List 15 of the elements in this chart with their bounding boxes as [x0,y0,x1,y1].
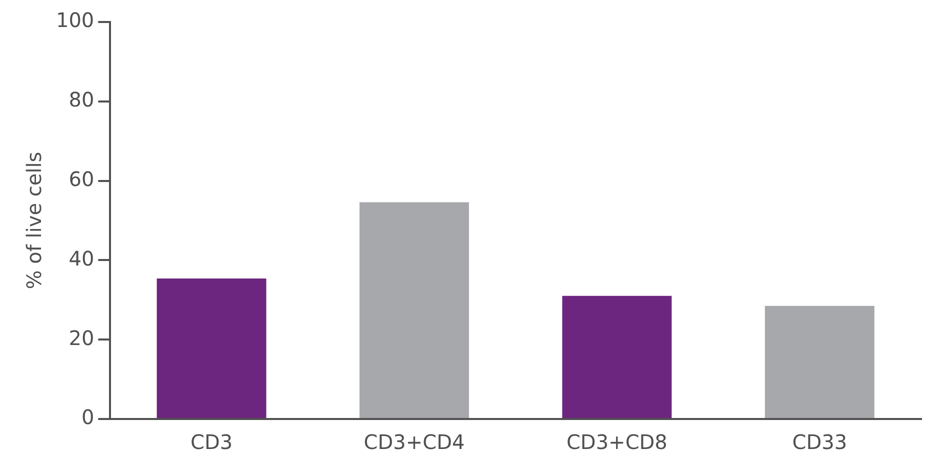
bar [764,306,874,418]
y-tick-label: 80 [68,88,94,112]
y-tick-label: 0 [81,405,94,430]
y-tick-label: 60 [68,167,94,192]
y-tick-label: 40 [68,246,94,270]
x-tick-label: CD3+CD8 [566,430,668,454]
x-tick-label: CD33 [792,430,848,454]
x-tick-label: CD3 [190,430,233,454]
y-tick-label: 100 [56,8,94,32]
bar [562,296,672,418]
bar [156,278,266,418]
x-tick-label: CD3+CD4 [364,430,465,454]
bar [360,202,469,418]
y-tick-label: 20 [68,326,94,350]
y-axis-title: % of live cells [22,152,46,290]
